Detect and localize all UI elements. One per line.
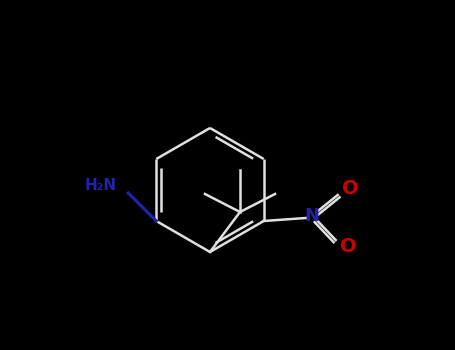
Text: H₂N: H₂N — [84, 177, 116, 192]
Text: O: O — [342, 178, 359, 197]
Text: N: N — [304, 207, 319, 225]
Text: O: O — [340, 238, 357, 257]
